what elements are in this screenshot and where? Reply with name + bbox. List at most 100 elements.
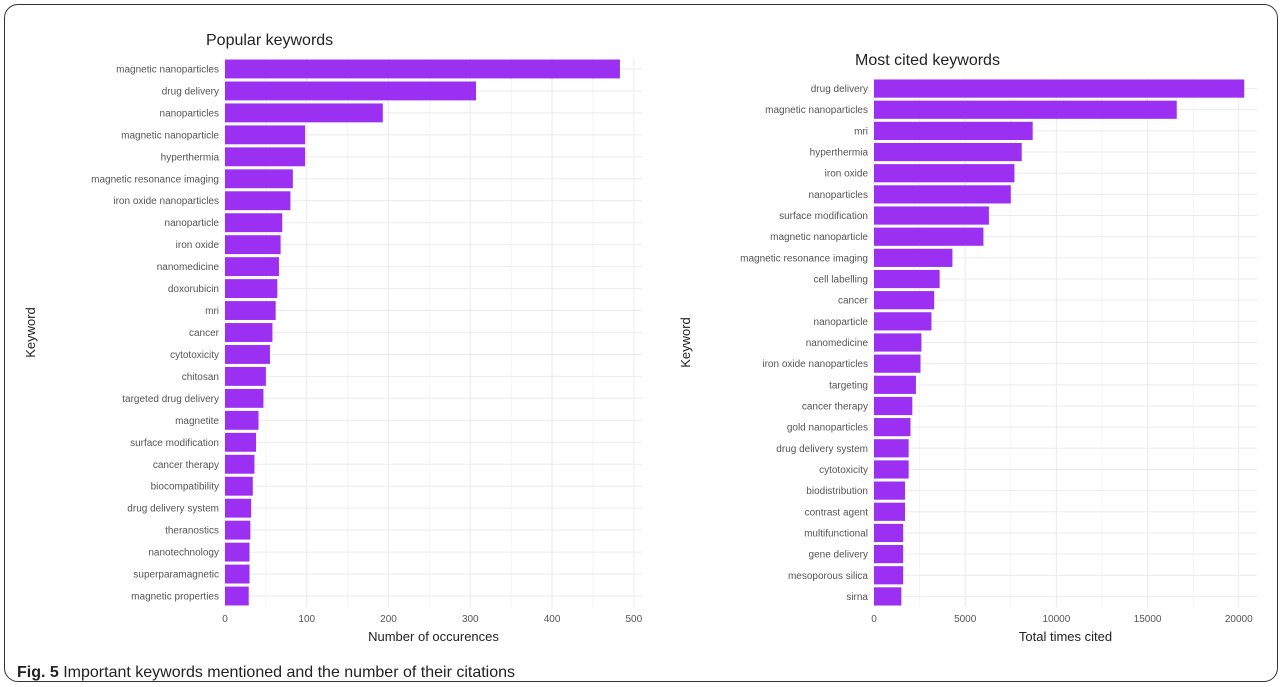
charts-canvas: 0 100 200 300 400 500 magnetic nanoparticles dr… (23, 32, 1257, 644)
y-tick-label: hyperthermia (810, 148, 869, 159)
y-tick-label: iron oxide (825, 169, 869, 180)
y-tick-label: cytotoxicity (819, 465, 868, 476)
y-tick-label: doxorubicin (168, 284, 219, 295)
bar (225, 432, 257, 452)
y-tick-label: cell labelling (814, 275, 868, 286)
bar (874, 396, 913, 416)
y-tick-label: surface modification (779, 211, 868, 222)
y-tick-label: mri (854, 126, 868, 137)
bar (874, 206, 989, 225)
bar (874, 100, 1177, 119)
bar (874, 354, 921, 373)
x-tick-label: 5000 (954, 614, 977, 625)
figure-caption: Fig. 5 Important keywords mentioned and … (17, 664, 516, 681)
x-axis-label: Total times cited (1019, 629, 1112, 644)
x-tick-label: 10000 (1042, 614, 1070, 625)
bar (874, 185, 1011, 204)
x-tick-label: 500 (625, 614, 642, 625)
x-tick-label: 400 (544, 614, 561, 625)
y-tick-label: biodistribution (806, 486, 868, 497)
bar (874, 502, 906, 521)
bar (874, 587, 902, 606)
bar (225, 301, 276, 320)
bar (225, 542, 250, 562)
bar (225, 279, 278, 299)
y-tick-label: cancer therapy (802, 401, 868, 412)
y-tick-label: magnetic nanoparticle (770, 232, 868, 243)
y-tick-label: cancer (189, 328, 220, 339)
bar (874, 291, 935, 310)
x-tick-label: 100 (298, 614, 315, 625)
bar (874, 545, 904, 564)
y-tick-label: gold nanoparticles (787, 423, 868, 434)
y-tick-label: drug delivery system (127, 504, 219, 515)
y-tick-label: magnetic nanoparticles (765, 105, 868, 116)
y-tick-label: multifunctional (804, 528, 868, 539)
bar (874, 439, 909, 458)
y-tick-label: contrast agent (805, 507, 869, 518)
y-tick-label: drug delivery (162, 86, 219, 97)
figure-caption-text: Important keywords mentioned and the num… (63, 664, 516, 681)
y-tick-label: drug delivery (811, 84, 868, 95)
bar (874, 375, 916, 394)
y-tick-label: magnetic nanoparticles (116, 64, 219, 75)
y-tick-label: magnetic resonance imaging (740, 253, 868, 264)
chart-title: Popular keywords (206, 32, 333, 49)
y-tick-label: magnetic properties (131, 592, 219, 603)
y-tick-label: iron oxide (176, 240, 220, 251)
bar (874, 481, 906, 500)
y-tick-label: cancer therapy (153, 460, 219, 471)
bar (874, 418, 911, 437)
bar (225, 81, 477, 101)
y-tick-label: iron oxide nanoparticles (762, 359, 868, 370)
figure-frame: 0 100 200 300 400 500 magnetic nanoparticles dr… (4, 4, 1278, 682)
y-tick-label: theranostics (165, 526, 219, 537)
y-tick-label: magnetite (175, 416, 219, 427)
y-tick-label: targeting (829, 380, 868, 391)
x-axis-label: Number of occurences (368, 629, 499, 644)
y-tick-label: cancer (838, 296, 869, 307)
bar (225, 454, 255, 474)
bar (874, 523, 904, 543)
y-tick-label: mri (205, 306, 219, 317)
y-tick-label: sirna (846, 592, 868, 603)
bar (225, 59, 620, 79)
y-tick-label: hyperthermia (161, 152, 220, 163)
bar (874, 566, 904, 585)
y-tick-label: targeted drug delivery (122, 394, 219, 405)
bar (874, 312, 932, 331)
bar (225, 498, 252, 518)
bar (225, 125, 306, 145)
bar (225, 191, 291, 211)
y-tick-label: superparamagnetic (133, 570, 219, 581)
bar (225, 520, 251, 540)
bar (225, 213, 283, 233)
x-tick-label: 15000 (1134, 614, 1162, 625)
y-tick-label: magnetic resonance imaging (91, 174, 219, 185)
y-tick-label: surface modification (130, 438, 219, 449)
y-tick-label: cytotoxicity (170, 350, 219, 361)
bar (874, 460, 909, 479)
chart-popular-keywords: 0 100 200 300 400 500 magnetic nanoparticles dr… (23, 32, 643, 644)
bar (225, 323, 273, 342)
bar (225, 235, 281, 255)
chart-most-cited-keywords: 0 5000 10000 15000 20000 drug delivery magneti… (678, 52, 1257, 644)
y-tick-label: nanoparticles (809, 190, 868, 201)
bar (874, 164, 1015, 183)
bar (225, 345, 270, 364)
bar (874, 142, 1022, 162)
y-tick-label: chitosan (182, 372, 219, 383)
bar (225, 257, 279, 277)
y-tick-label: nanotechnology (148, 548, 219, 559)
x-tick-label: 0 (222, 614, 228, 625)
bar (225, 476, 253, 496)
x-tick-label: 20000 (1225, 614, 1253, 625)
y-tick-label: mesoporous silica (788, 571, 868, 582)
bar (874, 248, 953, 267)
y-tick-label: nanomedicine (806, 338, 869, 349)
bar (225, 147, 306, 167)
y-tick-label: gene delivery (809, 550, 868, 561)
x-tick-label: 300 (462, 614, 479, 625)
bar (225, 564, 250, 584)
y-tick-label: nanoparticles (160, 108, 219, 119)
